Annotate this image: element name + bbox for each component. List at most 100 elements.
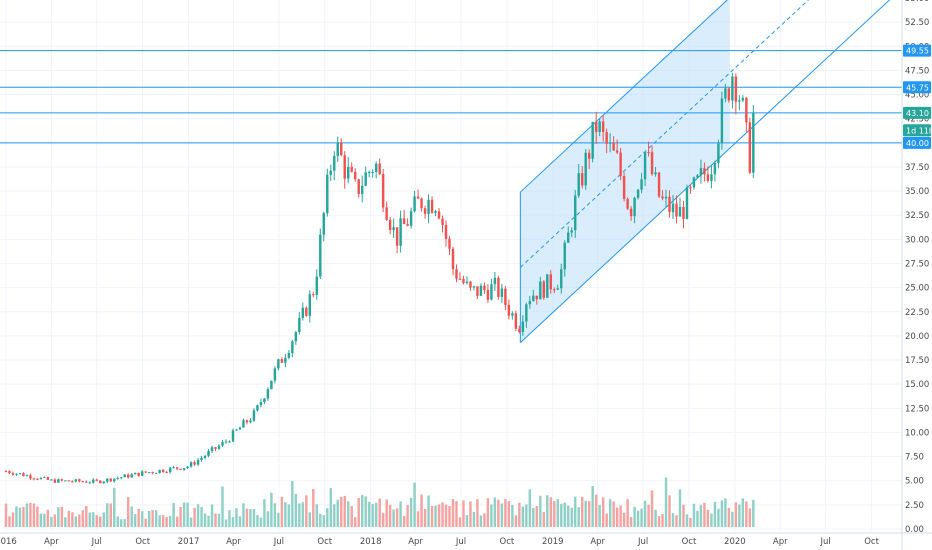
candle-body — [353, 171, 357, 180]
volume-bar — [720, 500, 724, 527]
volume-bar — [172, 502, 175, 527]
volume-bar — [549, 497, 553, 527]
candle-body — [699, 168, 703, 176]
candle-body — [385, 207, 388, 220]
time-tick-label: Oct — [500, 537, 515, 547]
candle-body — [511, 313, 514, 316]
candle-body — [228, 441, 231, 443]
volume-bar — [392, 509, 395, 527]
volume-bar — [305, 495, 308, 527]
regression-channel[interactable] — [519, 0, 902, 344]
volume-bar — [214, 513, 217, 527]
volume-bar — [574, 496, 577, 527]
candle-body — [8, 471, 11, 474]
volume-bar — [518, 502, 521, 527]
volume-bar — [678, 489, 682, 527]
candle-body — [43, 477, 46, 479]
volume-bar — [479, 515, 483, 527]
candle-body — [329, 170, 332, 175]
candle-body — [629, 208, 633, 217]
volume-bar — [476, 499, 479, 527]
volume-bar — [50, 516, 53, 527]
candle-body — [207, 451, 210, 456]
volume-bar — [745, 501, 748, 527]
candle-body — [357, 179, 360, 194]
volume-bar — [594, 494, 598, 527]
candle-body — [360, 185, 364, 194]
time-tick-label: Apr — [590, 537, 605, 547]
candle-body — [612, 142, 615, 151]
candle-body — [71, 481, 74, 483]
candle-body — [626, 198, 629, 209]
candle-body — [116, 477, 119, 479]
candle-body — [483, 285, 486, 290]
price-tick-label: 32.50 — [905, 211, 929, 221]
volume-bar — [490, 504, 493, 527]
volume-bar — [224, 519, 228, 527]
volume-bar — [39, 513, 43, 527]
candle-body — [381, 174, 385, 208]
candle-body — [15, 473, 18, 475]
volume-bar — [504, 499, 507, 527]
volume-bar — [11, 512, 15, 527]
volume-bar — [18, 507, 22, 527]
volume-bar — [577, 507, 580, 527]
volume-bar — [633, 506, 636, 527]
volume-bar — [567, 505, 570, 527]
volume-bar — [458, 517, 462, 527]
time-axis[interactable]: 2016 Apr Jul Oct 2017 Apr Jul Oct 2018 Apr Jul Oct 2… — [0, 532, 932, 547]
candle-body — [636, 189, 640, 198]
volume-bar — [217, 513, 221, 527]
candle-body — [748, 122, 752, 173]
volume-bar — [319, 513, 322, 527]
candle-body — [643, 152, 647, 180]
candle-body — [50, 479, 53, 481]
volume-bar — [664, 477, 668, 527]
candle-body — [448, 238, 451, 249]
volume-bar — [25, 503, 29, 527]
volume-bar — [4, 503, 8, 527]
candle-body — [437, 211, 441, 219]
last-price-tag-label: 1d 11h — [906, 126, 932, 135]
time-tick-label: Oct — [682, 537, 697, 547]
candle-body — [402, 218, 406, 225]
volume-bar — [238, 516, 242, 527]
volume-bar — [420, 494, 423, 527]
candle-body — [158, 469, 161, 473]
volume-bar — [528, 489, 532, 527]
volume-bar — [120, 519, 123, 527]
candle-body — [591, 121, 594, 159]
volume-bar — [235, 508, 238, 527]
candle-body — [259, 402, 263, 406]
volume-bar — [748, 508, 752, 527]
time-tick-label: 2016 — [0, 537, 17, 547]
volume-bar — [154, 510, 158, 527]
candle-body — [92, 479, 95, 483]
volume-bar — [713, 501, 717, 527]
volume-bar — [207, 515, 210, 527]
channel-upper-line — [520, 0, 728, 193]
volume-bar — [483, 513, 486, 527]
level-tag-bg — [903, 81, 931, 94]
candle-body — [214, 447, 217, 449]
volume-bar — [364, 496, 367, 527]
volume-bar — [273, 503, 277, 527]
volume-bar — [535, 506, 539, 527]
candle-body — [692, 177, 696, 188]
candle-body — [263, 398, 266, 403]
candle-body — [371, 171, 374, 173]
candle-body — [752, 112, 755, 173]
candle-body — [336, 142, 339, 156]
volume-bar — [60, 506, 64, 527]
horizontal-levels[interactable] — [0, 50, 902, 144]
candle-body — [720, 98, 724, 144]
candle-body — [203, 455, 207, 458]
level-tag-label: 40.00 — [906, 139, 929, 148]
volume-bar — [580, 496, 584, 527]
candle-body — [703, 168, 706, 175]
candle-body — [120, 477, 123, 479]
candle-body — [441, 218, 444, 225]
candle-body — [193, 462, 196, 465]
volume-bar — [455, 501, 458, 527]
